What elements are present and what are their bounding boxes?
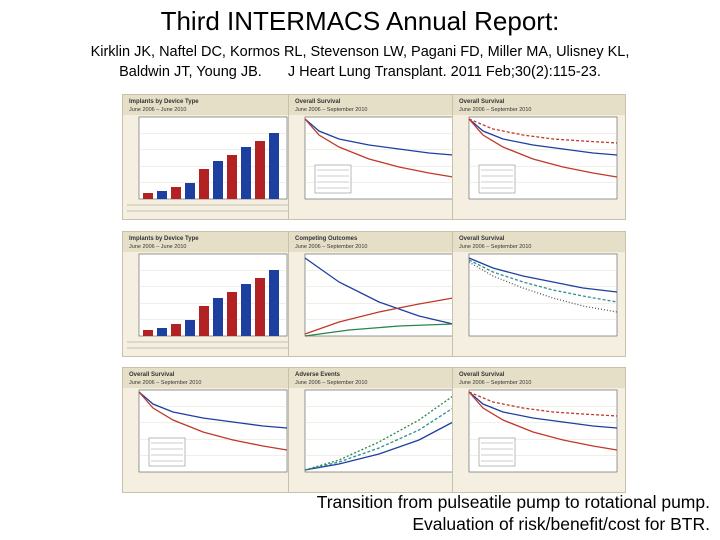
survival-curve-b xyxy=(468,118,618,178)
bar xyxy=(241,284,251,336)
figure-thumbnail: Competing Outcomes June 2006 – September … xyxy=(288,231,462,357)
caption: Transition from pulseatile pump to rotat… xyxy=(317,491,710,535)
citation-line-1: Kirklin JK, Naftel DC, Kormos RL, Steven… xyxy=(90,44,630,60)
bar xyxy=(269,270,279,336)
bar xyxy=(241,147,251,199)
figure-graphic: Implants by Device Type June 2006 – June … xyxy=(123,95,295,219)
figure-subtitle: Overall Survival xyxy=(295,99,341,105)
figure-graphic: Overall Survival June 2006 – September 20… xyxy=(453,368,625,473)
risk-table xyxy=(478,164,516,194)
bar xyxy=(157,191,167,199)
figure-header: June 2006 – September 2010 xyxy=(459,380,531,386)
figure-header: June 2006 – September 2010 xyxy=(459,244,531,250)
bar xyxy=(185,320,195,336)
citation-line-2: Baldwin JT, Young JB. J Heart Lung Transp… xyxy=(0,62,720,82)
figure-header: June 2006 – September 2010 xyxy=(295,244,367,250)
figure-subtitle: Overall Survival xyxy=(129,372,175,378)
figure-thumbnail: Overall Survival June 2006 – September 20… xyxy=(288,94,462,220)
figure-graphic: Overall Survival June 2006 – September 20… xyxy=(123,368,295,473)
bar xyxy=(213,161,223,199)
transplant-curve xyxy=(304,323,454,337)
figure-header: June 2006 – September 2010 xyxy=(459,107,531,113)
figure-thumbnail: Overall Survival June 2006 – September 20… xyxy=(452,94,626,220)
survival-curve-a xyxy=(138,391,288,429)
figure-thumbnail: Overall Survival June 2006 – September 20… xyxy=(452,367,626,493)
figure-header: June 2006 – June 2010 xyxy=(129,244,187,250)
risk-table xyxy=(314,164,352,194)
hazard-curve-b xyxy=(468,259,618,303)
survival-curve-a xyxy=(468,391,618,429)
death-curve xyxy=(304,297,454,335)
bar xyxy=(227,292,237,336)
figure-thumbnail: Overall Survival June 2006 – September 20… xyxy=(122,367,296,493)
figure-graphic: Overall Survival June 2006 – September 20… xyxy=(453,232,625,337)
bar xyxy=(199,306,209,336)
risk-table xyxy=(478,437,516,467)
figure-header: June 2006 – September 2010 xyxy=(295,380,367,386)
caption-line-2: Evaluation of risk/benefit/cost for BTR. xyxy=(412,514,710,534)
citation-journal: J Heart Lung Transplant. 2011 Feb;30(2):… xyxy=(287,64,601,80)
risk-table xyxy=(148,437,186,467)
slide-title: Third INTERMACS Annual Report: xyxy=(160,6,560,36)
caption-line-1: Transition from pulseatile pump to rotat… xyxy=(316,492,710,512)
survival-curve-b xyxy=(304,118,454,178)
figure-graphic: Overall Survival June 2006 – September 20… xyxy=(453,95,625,200)
figure-header: June 2006 – September 2010 xyxy=(295,107,367,113)
figure-graphic: Competing Outcomes June 2006 – September … xyxy=(289,232,461,337)
bar xyxy=(185,183,195,199)
alive-device-curve xyxy=(304,257,454,325)
hazard-curve-c xyxy=(468,261,618,313)
figure-header: June 2006 – September 2010 xyxy=(129,380,201,386)
figure-graphic: Adverse Events June 2006 – September 2010 xyxy=(289,368,461,473)
figure-thumbnail: Implants by Device Type June 2006 – June … xyxy=(122,231,296,357)
figure-thumbnail: Overall Survival June 2006 – September 20… xyxy=(452,231,626,357)
bar xyxy=(143,193,153,199)
survival-curve-a xyxy=(468,118,618,156)
bar xyxy=(157,328,167,336)
bar xyxy=(269,133,279,199)
bar xyxy=(171,324,181,336)
survival-curve-a xyxy=(304,118,454,156)
bar xyxy=(171,187,181,199)
hazard-curve-a xyxy=(468,257,618,293)
bar xyxy=(255,278,265,336)
bar xyxy=(255,141,265,199)
figure-thumbnail: Adverse Events June 2006 – September 2010 xyxy=(288,367,462,493)
figure-subtitle: Overall Survival xyxy=(459,372,505,378)
plot-area xyxy=(304,253,454,337)
survival-curve-b xyxy=(138,391,288,451)
citation: Kirklin JK, Naftel DC, Kormos RL, Steven… xyxy=(0,42,720,82)
figure-subtitle: Overall Survival xyxy=(459,99,505,105)
survival-curve-b xyxy=(468,391,618,451)
figure-subtitle: Adverse Events xyxy=(295,372,341,378)
figure-thumbnail: Implants by Device Type June 2006 – June … xyxy=(122,94,296,220)
survival-curve-c xyxy=(468,391,618,417)
bar xyxy=(227,155,237,199)
figure-subtitle: Competing Outcomes xyxy=(295,236,358,242)
survival-curve-c xyxy=(468,118,618,144)
figure-graphic: Overall Survival June 2006 – September 20… xyxy=(289,95,461,200)
figure-subtitle: Implants by Device Type xyxy=(129,236,199,242)
bar xyxy=(199,169,209,199)
plot-area xyxy=(304,389,454,473)
cumulative-curve-b xyxy=(304,407,454,471)
figure-graphic: Implants by Device Type June 2006 – June … xyxy=(123,232,295,356)
bar xyxy=(143,330,153,336)
cumulative-curve-a xyxy=(304,421,454,471)
citation-authors: Baldwin JT, Young JB. xyxy=(119,64,262,80)
figure-subtitle: Implants by Device Type xyxy=(129,99,199,105)
bar xyxy=(213,298,223,336)
figure-header: June 2006 – June 2010 xyxy=(129,107,187,113)
figure-subtitle: Overall Survival xyxy=(459,236,505,242)
